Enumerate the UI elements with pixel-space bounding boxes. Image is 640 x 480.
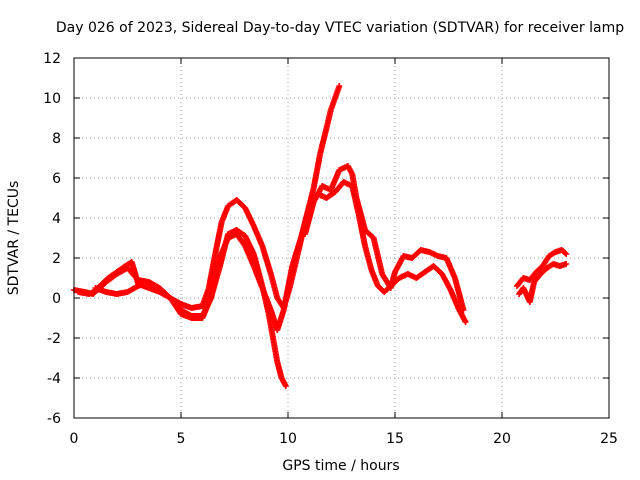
x-tick-label: 25 [600, 431, 618, 447]
series-track-b [75, 227, 289, 389]
y-tick-label: 6 [52, 171, 61, 187]
series-track-e [513, 247, 570, 289]
data-point [282, 383, 289, 389]
plot-frame [73, 57, 610, 419]
data-point [562, 250, 569, 256]
data-point [563, 261, 570, 267]
y-axis-label: SDTVAR / TECUs [6, 181, 22, 296]
x-tick-label: 20 [493, 431, 511, 447]
x-tick-label: 5 [177, 431, 186, 447]
y-tick-label: 4 [52, 211, 61, 227]
y-tick-label: 8 [52, 131, 61, 147]
chart-title: Day 026 of 2023, Sidereal Day-to-day VTE… [56, 20, 624, 36]
y-tick-label: -4 [47, 371, 61, 387]
y-tick-label: 2 [52, 251, 61, 267]
y-tick-label: -6 [47, 411, 61, 427]
x-tick-label: 15 [386, 431, 404, 447]
data-point [563, 251, 570, 257]
grid [74, 58, 609, 418]
y-tick-label: 10 [43, 91, 61, 107]
axis-ticks: 0 5 10 15 20 25 -6 -4 -2 0 2 4 6 8 10 12 [43, 51, 618, 447]
x-axis-label: GPS time / hours [282, 458, 399, 474]
data-points [71, 83, 570, 389]
y-tick-label: 0 [52, 291, 61, 307]
data-point [336, 83, 343, 89]
x-tick-label: 10 [279, 431, 297, 447]
data-point [462, 319, 469, 325]
data-point [460, 307, 467, 313]
series-track-f [516, 261, 570, 305]
y-tick-label: 12 [43, 51, 61, 67]
series-track-d [302, 163, 467, 313]
y-tick-label: -2 [47, 331, 61, 347]
x-tick-label: 0 [70, 431, 79, 447]
